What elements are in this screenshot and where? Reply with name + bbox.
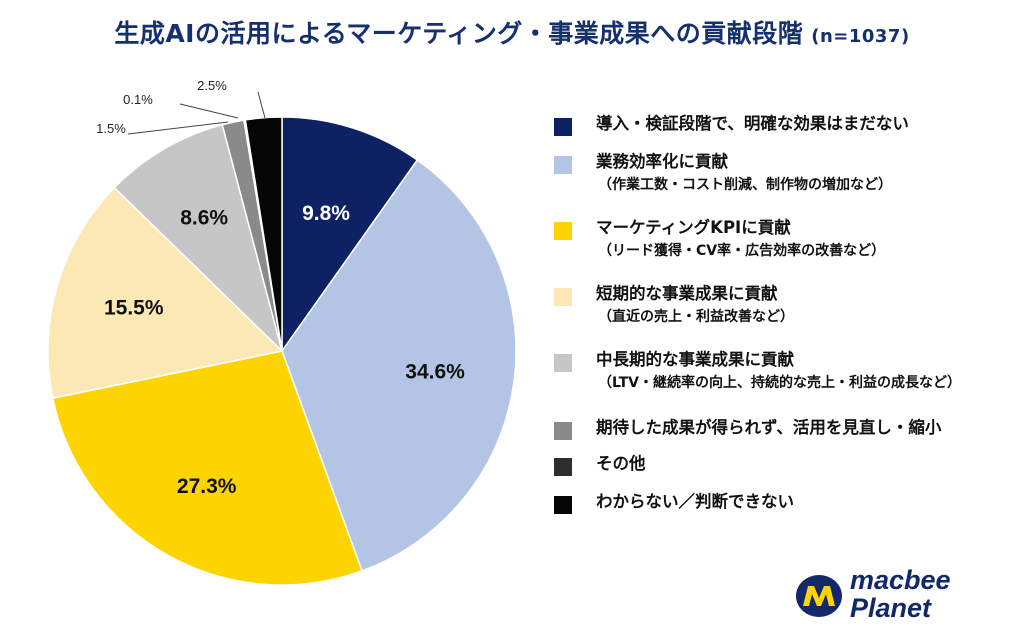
title-text: 生成AIの活用によるマーケティング・事業成果への貢献段階 [114, 19, 804, 48]
legend-swatch [554, 458, 572, 476]
legend-label: わからない／判断できない [596, 492, 794, 511]
logo-mark-icon [796, 575, 842, 617]
legend-label: マーケティングKPIに貢献 [596, 218, 791, 237]
legend-label: 期待した成果が得られず、活用を見直し・縮小 [596, 418, 942, 437]
legend-swatch [554, 288, 572, 306]
pie-chart: 9.8% 34.6% 27.3% 15.5% 8.6% 1.5% 0.1% 2.5% [47, 78, 517, 586]
legend-swatch [554, 156, 572, 174]
leader-line [179, 103, 239, 119]
slice-value-label: 15.5% [104, 297, 164, 320]
legend-sublabel: （直近の売上・利益改善など） [598, 309, 794, 325]
legend-item: マーケティングKPIに貢献 （リード獲得・CV率・広告効率の改善など） [554, 216, 1014, 262]
legend-label: その他 [596, 454, 646, 473]
legend-label: 業務効率化に貢献 [596, 152, 728, 171]
slice-value-label: 9.8% [302, 202, 350, 225]
legend-item: 導入・検証段階で、明確な効果はまだない [554, 112, 1014, 136]
legend-label: 導入・検証段階で、明確な効果はまだない [596, 114, 909, 133]
pie-slice [281, 159, 517, 572]
legend-swatch [554, 354, 572, 372]
slice-value-label: 27.3% [177, 475, 237, 498]
brand-line1: macbee [850, 565, 951, 595]
slice-value-label: 8.6% [180, 207, 228, 230]
legend-label: 短期的な事業成果に貢献 [596, 284, 778, 303]
sample-size: (n=1037) [811, 26, 910, 47]
legend: 導入・検証段階で、明確な効果はまだない 業務効率化に貢献 （作業工数・コスト削減、制… [554, 112, 1014, 514]
legend-sublabel: （LTV・継続率の向上、持続的な売上・利益の成長など） [598, 375, 961, 391]
brand-name: macbee Planet [850, 566, 951, 622]
legend-item: わからない／判断できない [554, 490, 1014, 514]
legend-swatch [554, 422, 572, 440]
slice-value-label: 34.6% [405, 361, 465, 384]
pie-slice [47, 186, 284, 400]
slice-value-label: 0.1% [123, 92, 153, 107]
legend-label: 中長期的な事業成果に貢献 [596, 350, 794, 369]
legend-item: その他 [554, 452, 1014, 476]
legend-item: 業務効率化に貢献 （作業工数・コスト削減、制作物の増加など） [554, 150, 1014, 196]
pie-slice [244, 116, 283, 352]
brand-line2: Planet [850, 593, 932, 623]
legend-item: 短期的な事業成果に貢献 （直近の売上・利益改善など） [554, 282, 1014, 328]
pie-slice [281, 116, 419, 354]
slice-value-label: 2.5% [197, 78, 227, 93]
leader-line [257, 91, 266, 119]
legend-swatch [554, 118, 572, 136]
legend-sublabel: （リード獲得・CV率・広告効率の改善など） [598, 243, 886, 259]
legend-item: 期待した成果が得られず、活用を見直し・縮小 [554, 416, 1014, 440]
brand-logo: macbee Planet [794, 566, 984, 626]
chart-title: 生成AIの活用によるマーケティング・事業成果への貢献段階 (n=1037) [0, 14, 1024, 50]
legend-swatch [554, 496, 572, 514]
legend-sublabel: （作業工数・コスト削減、制作物の増加など） [598, 177, 892, 193]
legend-item: 中長期的な事業成果に貢献 （LTV・継続率の向上、持続的な売上・利益の成長など） [554, 348, 1014, 394]
pie-slice [113, 123, 284, 354]
leader-line [127, 121, 229, 135]
pie-slice [51, 350, 363, 586]
legend-swatch [554, 222, 572, 240]
slice-value-label: 1.5% [96, 121, 126, 136]
